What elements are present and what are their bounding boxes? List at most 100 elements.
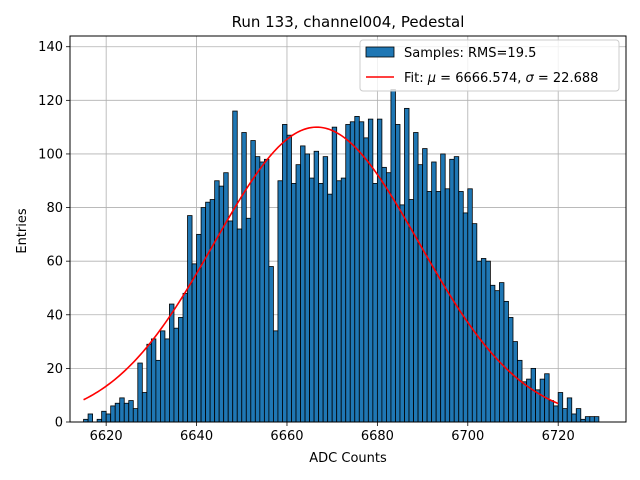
histogram-bar xyxy=(259,161,265,423)
histogram-bar xyxy=(263,158,270,423)
histogram-bar xyxy=(227,220,234,423)
histogram-bar xyxy=(232,110,238,423)
y-tick-label: 20 xyxy=(46,362,63,377)
x-tick-label: 6720 xyxy=(542,429,575,444)
histogram-bar xyxy=(485,260,491,423)
histogram-bar xyxy=(471,223,478,423)
gaussian-fit-line xyxy=(83,126,559,405)
legend-samples-label: Samples: RMS=19.5 xyxy=(404,46,536,61)
histogram-bar xyxy=(155,359,161,423)
histogram-bar xyxy=(512,341,518,423)
histogram-bar xyxy=(399,204,405,423)
histogram-bar xyxy=(295,164,301,423)
legend-bar-swatch xyxy=(365,46,395,58)
histogram-bar xyxy=(223,172,229,423)
histogram-bar xyxy=(381,166,387,423)
y-tick-label: 60 xyxy=(46,255,63,270)
histogram-bar xyxy=(584,416,591,423)
histogram-bar xyxy=(575,408,582,423)
histogram-bar xyxy=(250,140,256,423)
histogram-bar xyxy=(309,177,315,423)
histogram-bar xyxy=(169,303,175,423)
histogram-bar xyxy=(282,124,288,423)
histogram-bar xyxy=(426,191,433,423)
histogram-bar xyxy=(141,392,148,423)
histogram-bar xyxy=(413,132,419,423)
y-axis-ticks: 0 20 40 60 80 100 120 140 xyxy=(38,40,70,431)
histogram-bar xyxy=(494,290,500,423)
histogram-bar xyxy=(503,300,509,423)
histogram-bar xyxy=(209,199,216,423)
x-axis-ticks: 6620 6640 6660 6680 6700 6720 xyxy=(90,422,575,444)
y-tick-label: 100 xyxy=(38,147,63,162)
histogram-bar xyxy=(354,116,360,423)
histogram-bar xyxy=(376,118,383,423)
histogram-bar xyxy=(268,266,274,423)
histogram-bar xyxy=(345,124,351,423)
histogram-bar xyxy=(300,145,306,423)
histogram-bar xyxy=(182,292,188,423)
legend-box xyxy=(359,39,620,92)
x-tick-label: 6620 xyxy=(90,429,123,444)
histogram-bar xyxy=(114,402,121,423)
y-tick-label: 80 xyxy=(46,201,63,216)
histogram-bar xyxy=(137,362,143,423)
histogram-bar xyxy=(150,338,157,423)
histogram-bar xyxy=(160,330,166,423)
histogram-bar xyxy=(458,191,464,423)
histogram-bar xyxy=(119,397,125,423)
chart-title: Run 133, channel004, Pedestal xyxy=(232,13,465,31)
histogram-bar xyxy=(435,191,442,423)
histogram-bar xyxy=(196,233,202,423)
histogram-bar xyxy=(386,172,392,423)
histogram-bar xyxy=(187,215,193,423)
histogram-bar xyxy=(480,258,487,423)
histogram-bar xyxy=(336,180,342,423)
histogram-bar xyxy=(363,137,369,423)
histogram-bar xyxy=(128,400,134,423)
histogram-bar xyxy=(431,161,437,423)
x-axis-label: ADC Counts xyxy=(309,451,387,466)
histogram-bar xyxy=(241,132,247,423)
histogram-bar xyxy=(331,126,338,423)
histogram-bar xyxy=(566,397,573,423)
histogram-bar xyxy=(200,207,207,423)
histogram-bar xyxy=(178,317,184,423)
histogram-bar xyxy=(291,183,297,423)
histogram-bar xyxy=(218,185,225,423)
histogram-bar xyxy=(205,201,211,423)
x-tick-label: 6660 xyxy=(270,429,303,444)
histogram-bar xyxy=(539,378,546,423)
histogram-bar xyxy=(327,193,333,423)
histogram-bar xyxy=(530,367,536,423)
histogram-bar xyxy=(562,408,568,423)
histogram-bar xyxy=(358,121,365,423)
histogram-bar xyxy=(349,121,356,423)
histogram-bar xyxy=(593,416,600,423)
histogram-bar xyxy=(173,327,179,423)
histogram-bar xyxy=(571,413,577,423)
histogram-bar xyxy=(444,188,451,423)
histogram-bar xyxy=(508,317,514,423)
histogram-bar xyxy=(372,183,378,423)
histogram-bar xyxy=(236,228,243,423)
histogram-bar xyxy=(395,124,401,423)
histogram-bar xyxy=(557,392,564,423)
histogram-bar xyxy=(440,153,446,423)
histogram-bar xyxy=(404,107,410,423)
histogram-bar xyxy=(273,330,279,423)
y-tick-label: 120 xyxy=(38,94,63,109)
y-tick-label: 0 xyxy=(55,416,63,431)
histogram-bar xyxy=(322,156,329,423)
y-axis-label: Entries xyxy=(15,208,30,254)
histogram-bar xyxy=(254,156,261,423)
histogram-bar xyxy=(214,180,220,423)
histogram-bar xyxy=(422,148,428,423)
histogram-bar xyxy=(286,134,292,423)
histogram-bar xyxy=(123,402,130,423)
histogram-bar xyxy=(146,343,152,423)
histogram-bar xyxy=(105,413,112,423)
histogram-bar xyxy=(499,282,505,423)
x-tick-label: 6680 xyxy=(361,429,394,444)
